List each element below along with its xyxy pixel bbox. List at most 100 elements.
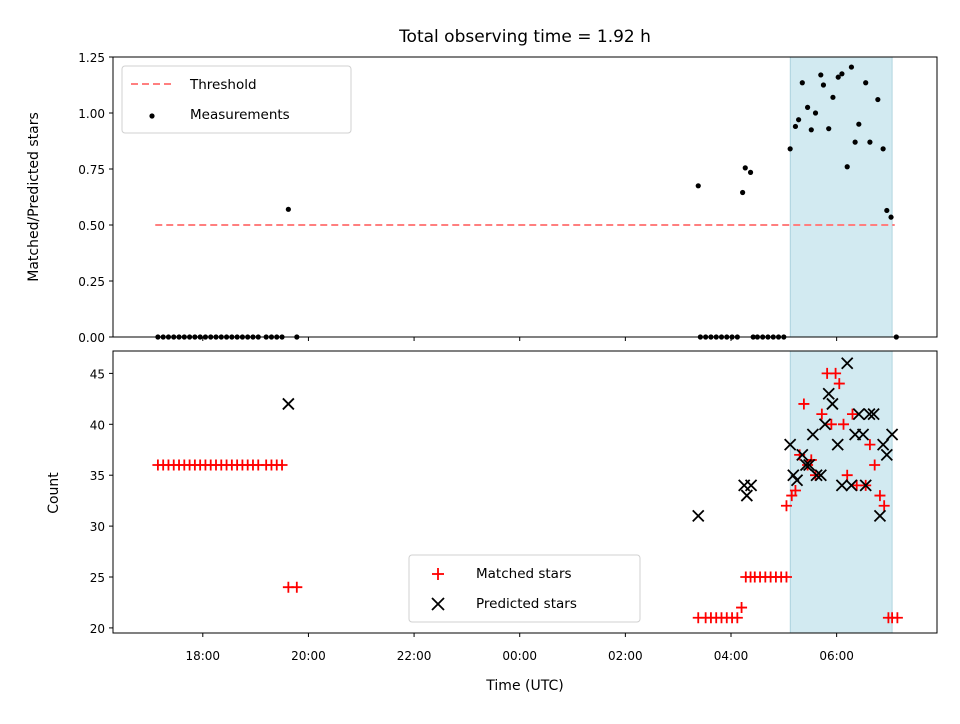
measurement-point — [285, 206, 291, 212]
measurement-point — [808, 127, 814, 133]
top-y-axis-label: Matched/Predicted stars — [26, 112, 42, 282]
measurement-point — [880, 146, 886, 152]
predicted-star-point — [810, 469, 823, 482]
predicted-star-point — [822, 387, 835, 400]
x-tick-label: 18:00 — [185, 649, 220, 663]
matched-star-point — [838, 418, 850, 430]
predicted-star-point — [796, 448, 809, 461]
predicted-star-point — [852, 407, 865, 421]
legend-measurements-swatch — [149, 113, 155, 119]
matched-star-point — [869, 459, 881, 471]
chart-title: Total observing time = 1.92 h — [398, 27, 651, 47]
legend-matched-label: Matched stars — [476, 566, 572, 582]
matched-star-point — [891, 612, 903, 624]
measurement-point — [830, 94, 836, 100]
predicted-star-point — [845, 479, 858, 492]
measurement-point — [835, 74, 841, 80]
measurement-point — [839, 71, 845, 77]
predicted-star-point — [885, 428, 899, 441]
measurement-point — [792, 123, 799, 130]
predicted-star-point — [814, 469, 827, 482]
measurement-point — [820, 82, 827, 88]
predicted-star-point — [282, 397, 295, 411]
legend-matched-swatch — [432, 568, 444, 580]
predicted-star-point — [859, 479, 872, 492]
predicted-star-point — [787, 469, 800, 482]
legend-predicted-swatch — [431, 597, 445, 611]
bottom-plot-frame — [112, 350, 938, 634]
matched-star-point — [736, 602, 748, 614]
bottom-y-axis-label: Count — [46, 472, 62, 514]
predicted-star-point — [841, 357, 854, 370]
matched-star-point — [864, 439, 876, 451]
predicted-star-point — [867, 407, 880, 421]
top-plot-frame — [112, 56, 938, 338]
matched-star-point — [798, 398, 810, 410]
measurement-point — [747, 169, 754, 175]
matched-star-point — [731, 612, 743, 624]
matched-star-point — [780, 500, 792, 512]
x-axis-label: Time (UTC) — [485, 678, 563, 694]
predicted-star-point — [880, 448, 893, 461]
predicted-star-point — [799, 458, 813, 472]
matched-stars-points — [152, 367, 903, 624]
matched-star-point — [841, 469, 853, 481]
count-panel: 20 25 30 35 40 45 18:00 20:00 22:00 00:00 02:00 04… — [46, 350, 938, 694]
predicted-star-point — [835, 479, 849, 492]
top-y-tick-label: 0.75 — [78, 163, 105, 177]
matched-star-point — [825, 418, 837, 430]
predicted-star-point — [790, 474, 804, 487]
predicted-star-point — [818, 418, 832, 431]
top-y-tick-label: 1.00 — [78, 107, 105, 121]
measurement-point — [695, 183, 701, 189]
measurement-point — [804, 104, 811, 110]
x-tick-label: 02:00 — [608, 649, 643, 663]
matched-star-point — [833, 378, 845, 390]
top-y-tick-label: 0.50 — [78, 219, 105, 233]
measurement-point — [848, 64, 855, 70]
matched-star-point — [291, 581, 303, 593]
measurement-point — [826, 126, 832, 132]
bottom-y-tick-label: 45 — [90, 367, 105, 381]
measurement-point — [888, 214, 894, 220]
measurement-point — [740, 189, 746, 196]
matched-star-point — [830, 367, 842, 379]
legend-measurements-label: Measurements — [190, 107, 290, 123]
measurement-point — [742, 165, 748, 171]
matched-star-point — [878, 500, 890, 512]
matched-star-point — [846, 408, 858, 420]
bottom-x-axis: 18:00 20:00 22:00 00:00 02:00 04:00 06:00 — [185, 633, 854, 663]
legend-predicted-label: Predicted stars — [476, 596, 577, 612]
bottom-legend: Matched stars Predicted stars — [408, 554, 641, 623]
top-y-tick-label: 0.25 — [78, 275, 105, 289]
predicted-star-point — [784, 438, 797, 451]
predicted-star-point — [803, 458, 816, 472]
measurement-point — [787, 146, 793, 152]
top-y-tick-label: 0.00 — [78, 331, 105, 345]
predicted-stars-points — [282, 357, 899, 523]
predicted-star-point — [806, 428, 820, 441]
matched-star-point — [276, 459, 288, 471]
measurement-point — [856, 121, 862, 127]
measurement-point — [863, 80, 869, 86]
bottom-y-axis: 20 25 30 35 40 45 — [90, 367, 113, 636]
matched-star-point — [789, 484, 801, 496]
legend-threshold-label: Threshold — [189, 77, 257, 93]
predicted-star-point — [826, 397, 839, 411]
bottom-y-tick-label: 40 — [90, 418, 105, 432]
measurement-point — [799, 80, 805, 86]
bottom-y-tick-label: 25 — [90, 571, 105, 585]
measurement-point — [875, 96, 881, 103]
measurement-point — [844, 164, 850, 170]
predicted-star-point — [863, 407, 876, 421]
x-tick-label: 06:00 — [819, 649, 854, 663]
matched-star-point — [780, 571, 792, 583]
measurement-point — [852, 139, 858, 145]
predicted-star-point — [692, 509, 705, 523]
top-y-axis: 0.00 0.25 0.50 0.75 1.00 1.25 — [78, 51, 113, 345]
predicted-star-point — [856, 428, 870, 441]
x-tick-label: 04:00 — [714, 649, 749, 663]
x-tick-label: 22:00 — [397, 649, 432, 663]
top-x-ticks — [202, 337, 838, 341]
